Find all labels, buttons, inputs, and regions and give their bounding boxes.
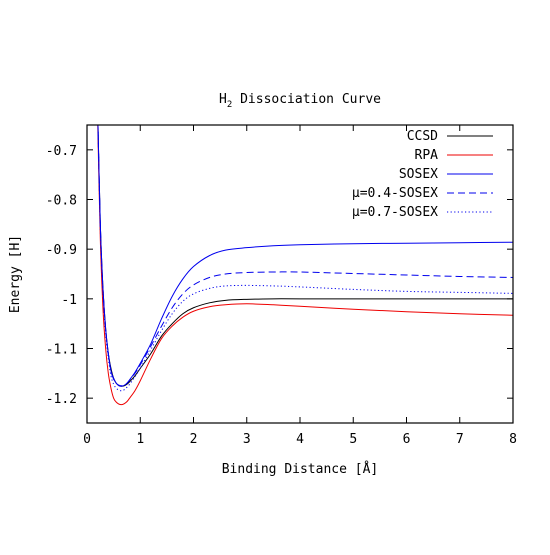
x-tick-label: 4 bbox=[296, 432, 304, 447]
y-tick-label: -1.2 bbox=[46, 392, 77, 407]
series-line-1 bbox=[97, 125, 513, 406]
x-axis-label: Binding Distance [Å] bbox=[222, 461, 379, 477]
ticks-layer: 0 1 2 3 4 5 6 7 8 -1.2 -1.1 -1 -0.9 -0.8 -0.7 bbox=[46, 125, 517, 447]
series-line-2 bbox=[97, 125, 513, 387]
y-tick-label: -1 bbox=[61, 293, 77, 308]
plot-frame bbox=[86, 124, 514, 424]
series-line-3 bbox=[97, 125, 513, 387]
x-tick-label: 5 bbox=[349, 432, 357, 447]
y-tick-label: -0.9 bbox=[46, 243, 77, 258]
x-tick-label: 3 bbox=[243, 432, 251, 447]
x-tick-label: 2 bbox=[190, 432, 198, 447]
legend-label: μ=0.4-SOSEX bbox=[352, 186, 438, 201]
legend-label: RPA bbox=[415, 148, 439, 163]
legend-label: μ=0.7-SOSEX bbox=[352, 205, 438, 220]
series-line-4 bbox=[97, 125, 513, 392]
series-line-0 bbox=[97, 125, 513, 387]
y-tick-label: -1.1 bbox=[46, 343, 77, 358]
chart-title-rest: Dissociation Curve bbox=[232, 92, 381, 107]
x-tick-label: 7 bbox=[456, 432, 464, 447]
x-tick-label: 1 bbox=[136, 432, 144, 447]
legend-label: CCSD bbox=[407, 129, 438, 144]
chart-title-subscript: 2 bbox=[227, 100, 232, 110]
y-axis-label: Energy [H] bbox=[8, 235, 23, 313]
x-tick-label: 0 bbox=[83, 432, 91, 447]
legend: CCSD RPA SOSEX μ=0.4-SOSEX μ=0.7-SOSEX bbox=[352, 129, 493, 220]
x-tick-label: 8 bbox=[509, 432, 517, 447]
x-tick-label: 6 bbox=[403, 432, 411, 447]
series-layer bbox=[97, 125, 513, 406]
chart-title-main: H bbox=[219, 92, 227, 107]
y-tick-label: -0.8 bbox=[46, 194, 77, 209]
legend-label: SOSEX bbox=[399, 167, 438, 182]
chart-title: H2 Dissociation Curve bbox=[219, 92, 381, 110]
y-tick-label: -0.7 bbox=[46, 144, 77, 159]
